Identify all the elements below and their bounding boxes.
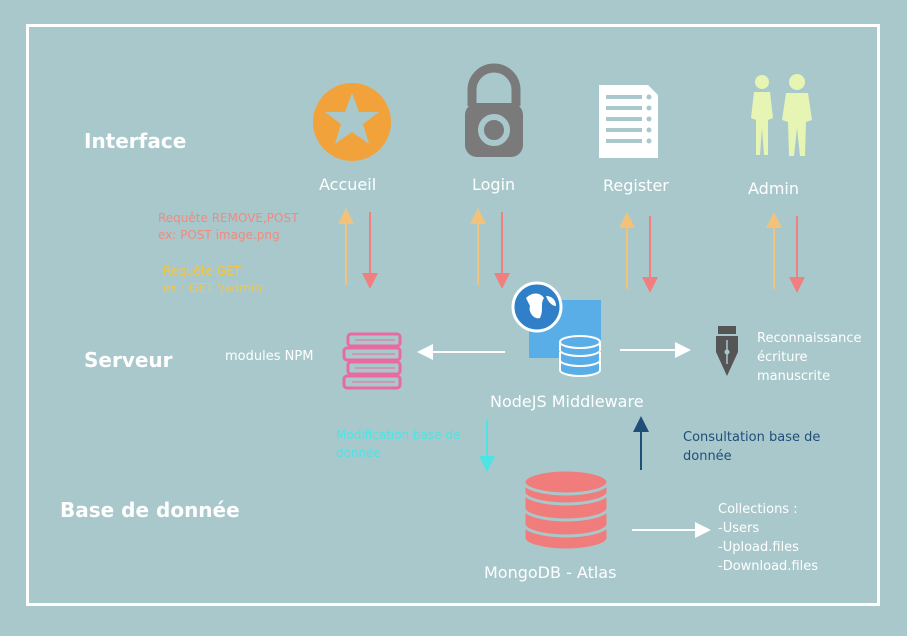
note-modification: Modification base de donnée [336,426,460,462]
diagram-frame [26,24,880,606]
row-title-interface: Interface [84,129,187,153]
note-get-line-1: Requête GET [163,264,241,278]
note-get: Requête GET ex : GET '/admin' [163,263,265,297]
clipboard-icon [599,85,658,158]
note-remove-post-line-2: ex: POST image.png [158,228,280,242]
reconnaissance-line-3: manuscrite [757,369,831,384]
reconnaissance-line-2: écriture [757,350,808,365]
collections-title: Collections : [718,502,798,517]
collection-download-files: -Download.files [718,559,819,574]
label-mongodb: MongoDB - Atlas [484,563,617,582]
label-login: Login [472,175,516,194]
note-consultation-line-1: Consultation base de [683,430,821,445]
collection-users: -Users [718,521,760,536]
note-get-line-2: ex : GET '/admin' [163,281,266,295]
collection-upload-files: -Upload.files [718,540,799,555]
label-middleware: NodeJS Middleware [490,392,644,411]
reconnaissance-line-1: Reconnaissance [757,331,862,346]
note-consultation: Consultation base de donnée [683,428,820,466]
fountain-pen-icon [716,326,738,376]
note-modification-line-1: Modification base de [336,428,461,442]
label-reconnaissance: Reconnaissance écriture manuscrite [757,329,862,386]
globe-database-icon [511,281,601,377]
note-remove-post: Requête REMOVE,POST ex: POST image.png [158,210,298,244]
database-icon [522,468,610,552]
note-modification-line-2: donnée [336,446,381,460]
note-collections: Collections : -Users -Upload.files -Down… [718,500,818,576]
people-icon [751,74,812,156]
label-accueil: Accueil [319,175,377,194]
row-title-serveur: Serveur [84,348,173,372]
label-register: Register [603,176,669,195]
books-icon [342,332,402,390]
note-consultation-line-2: donnée [683,449,732,464]
label-modules-npm: modules NPM [225,349,314,364]
note-remove-post-line-1: Requête REMOVE,POST [158,211,299,225]
lock-icon [465,63,523,157]
label-admin: Admin [748,179,799,198]
row-title-base: Base de donnée [60,498,240,522]
star-icon [313,83,391,161]
